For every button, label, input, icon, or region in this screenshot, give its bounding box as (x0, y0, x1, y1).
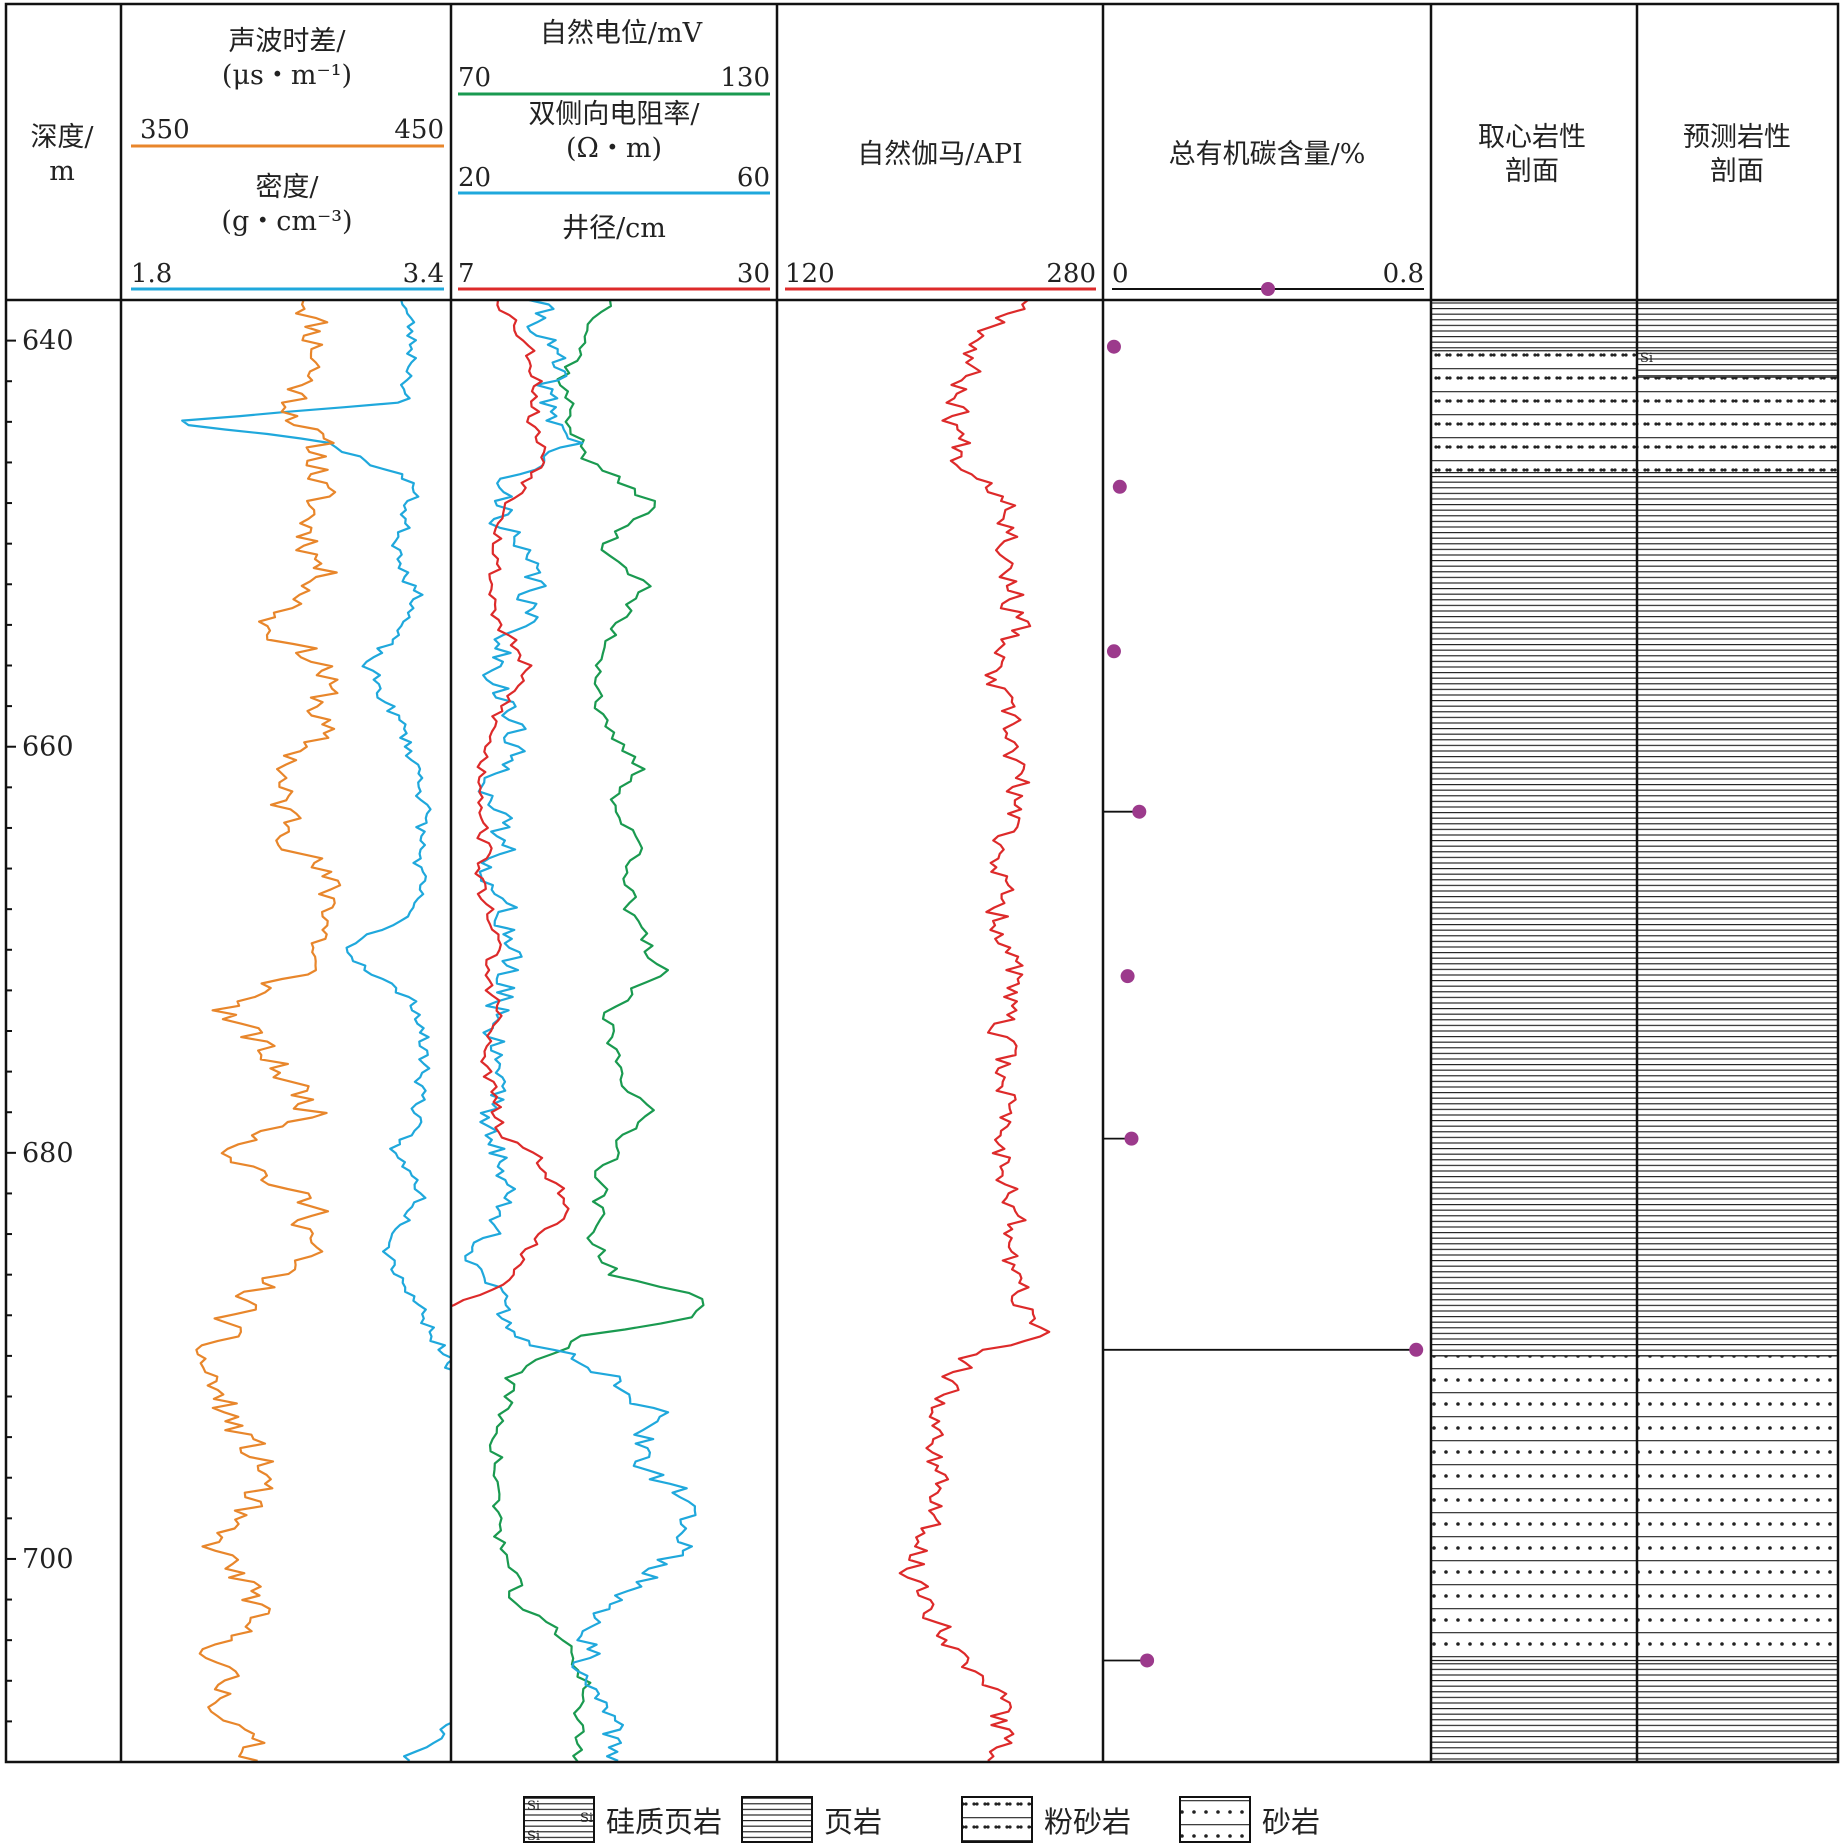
depth-tick-label: 680 (22, 1138, 74, 1169)
ac-curve-group (195, 300, 342, 1762)
legend-siliceous-shale-label: 硅质页岩 (606, 1805, 722, 1839)
core-lith-bed-siltstone (1432, 350, 1636, 473)
depth-title: 深度/ (30, 122, 94, 153)
toc-scale-marker (1261, 282, 1275, 296)
lithology-columns: Si (1432, 299, 1837, 1762)
pred-lith-bed-siltstone (1638, 377, 1837, 473)
toc-point (1409, 1342, 1424, 1357)
ac-unit: (μs・m⁻¹) (222, 60, 352, 91)
density-unit: (g・cm⁻³) (221, 206, 352, 237)
legend-siltstone-label: 粉砂岩 (1044, 1805, 1131, 1839)
toc-point (1106, 644, 1121, 659)
frame (4, 2, 1840, 1764)
sp-scale-min: 70 (458, 63, 491, 93)
depth-tick-label: 640 (22, 326, 74, 357)
legend-shale-label: 页岩 (824, 1805, 882, 1839)
cal-title: 井径/cm (562, 213, 666, 244)
toc-header: 总有机碳含量/% 0 0.8 (1112, 139, 1424, 296)
den-curve-group (181, 300, 451, 1762)
sp-curve (488, 300, 705, 1762)
toc-point (1140, 1653, 1155, 1668)
legend-item-siltstone: 粉砂岩 (961, 1796, 1131, 1843)
pred-siliceous-marker: Si (1640, 351, 1653, 366)
gr-title: 自然伽马/API (857, 139, 1022, 170)
cal-scale-max: 30 (737, 259, 770, 289)
legend-sandstone-swatch (1179, 1796, 1251, 1843)
sp-title: 自然电位/mV (540, 18, 703, 49)
log-curves (181, 300, 1051, 1762)
rlld-scale-min: 20 (458, 163, 491, 193)
density-scale-max: 3.4 (403, 259, 444, 289)
core-lith-bed-sandstone (1432, 1355, 1636, 1661)
ac-title: 声波时差/ (228, 26, 346, 57)
depth-unit: m (49, 156, 75, 187)
core-lith-bed-shale (1432, 300, 1636, 351)
legend-item-sandstone: 砂岩 (1179, 1796, 1320, 1843)
pred-lith-bed-shale (1638, 1660, 1837, 1762)
legend-si-marker: Si (527, 1829, 540, 1844)
gr-curve-group (898, 300, 1051, 1762)
pred-lith-bed-shale (1638, 472, 1837, 1356)
core-lith-bed-shale (1432, 1660, 1636, 1762)
cal-curve-group (452, 300, 570, 1307)
rlld-curve (464, 300, 697, 1762)
pred-lith-bed-siliceous_shale (1638, 350, 1837, 378)
depth-tick-label: 660 (22, 732, 74, 763)
legend-sandstone-label: 砂岩 (1262, 1805, 1320, 1839)
ac-density-header: 声波时差/ (μs・m⁻¹) 350 450 密度/ (g・cm⁻³) 1.8 … (131, 26, 444, 291)
toc-point (1124, 1131, 1139, 1146)
sp-rlld-cal-header: 自然电位/mV 70 130 双侧向电阻率/ (Ω・m) 20 60 井径/cm… (458, 18, 770, 291)
rlld-unit: (Ω・m) (566, 133, 662, 164)
depth-tick-label: 700 (22, 1544, 74, 1575)
legend: 硅质页岩 页岩 粉砂岩 砂岩 (523, 1796, 1320, 1843)
ac-curve (195, 300, 342, 1762)
rlld-title: 双侧向电阻率/ (528, 99, 700, 130)
ac-scale-max: 450 (394, 115, 444, 145)
legend-si-marker: Si (527, 1799, 540, 1814)
cal-curve (452, 300, 570, 1307)
toc-points (1104, 339, 1424, 1668)
toc-point (1106, 339, 1121, 354)
sp-curve-group (488, 300, 705, 1762)
pred-lithology-title-2: 剖面 (1710, 156, 1764, 187)
density-scale-min: 1.8 (131, 259, 172, 289)
lithology-headers: 取心岩性 剖面 预测岩性 剖面 (1478, 122, 1791, 187)
sp-scale-max: 130 (720, 63, 770, 93)
core-lithology-title: 取心岩性 (1478, 122, 1586, 153)
depth-axis: 640 660 680 700 (6, 299, 74, 1763)
legend-si-marker: Si (580, 1811, 593, 1826)
pred-lithology-title: 预测岩性 (1683, 122, 1791, 153)
toc-title: 总有机碳含量/% (1169, 139, 1366, 170)
cal-scale-min: 7 (458, 259, 475, 289)
rlld-scale-max: 60 (737, 163, 770, 193)
density-title: 密度/ (255, 172, 319, 203)
pred-lith-bed-sandstone (1638, 1355, 1837, 1661)
gr-scale-max: 280 (1046, 259, 1096, 289)
ac-scale-min: 350 (140, 115, 190, 145)
gr-curve (898, 300, 1051, 1762)
toc-scale-min: 0 (1112, 259, 1129, 289)
core-lithology-title-2: 剖面 (1505, 156, 1559, 187)
gr-scale-min: 120 (785, 259, 835, 289)
toc-point (1120, 969, 1135, 984)
legend-item-siliceous-shale: 硅质页岩 (523, 1796, 722, 1843)
rlld-curve-group (464, 300, 697, 1762)
pred-lith-bed-shale (1638, 300, 1837, 351)
toc-point (1112, 479, 1127, 494)
den-curve (181, 300, 451, 1762)
core-lith-bed-shale (1432, 472, 1636, 1356)
legend-item-shale: 页岩 (741, 1796, 882, 1843)
legend-siltstone-swatch (961, 1796, 1033, 1843)
toc-point (1132, 804, 1147, 819)
legend-siliceous-shale-swatch (523, 1796, 595, 1843)
legend-shale-swatch (741, 1796, 813, 1843)
toc-scale-max: 0.8 (1383, 259, 1424, 289)
gr-header: 自然伽马/API 120 280 (785, 139, 1096, 291)
depth-header: 深度/ m (30, 122, 94, 187)
